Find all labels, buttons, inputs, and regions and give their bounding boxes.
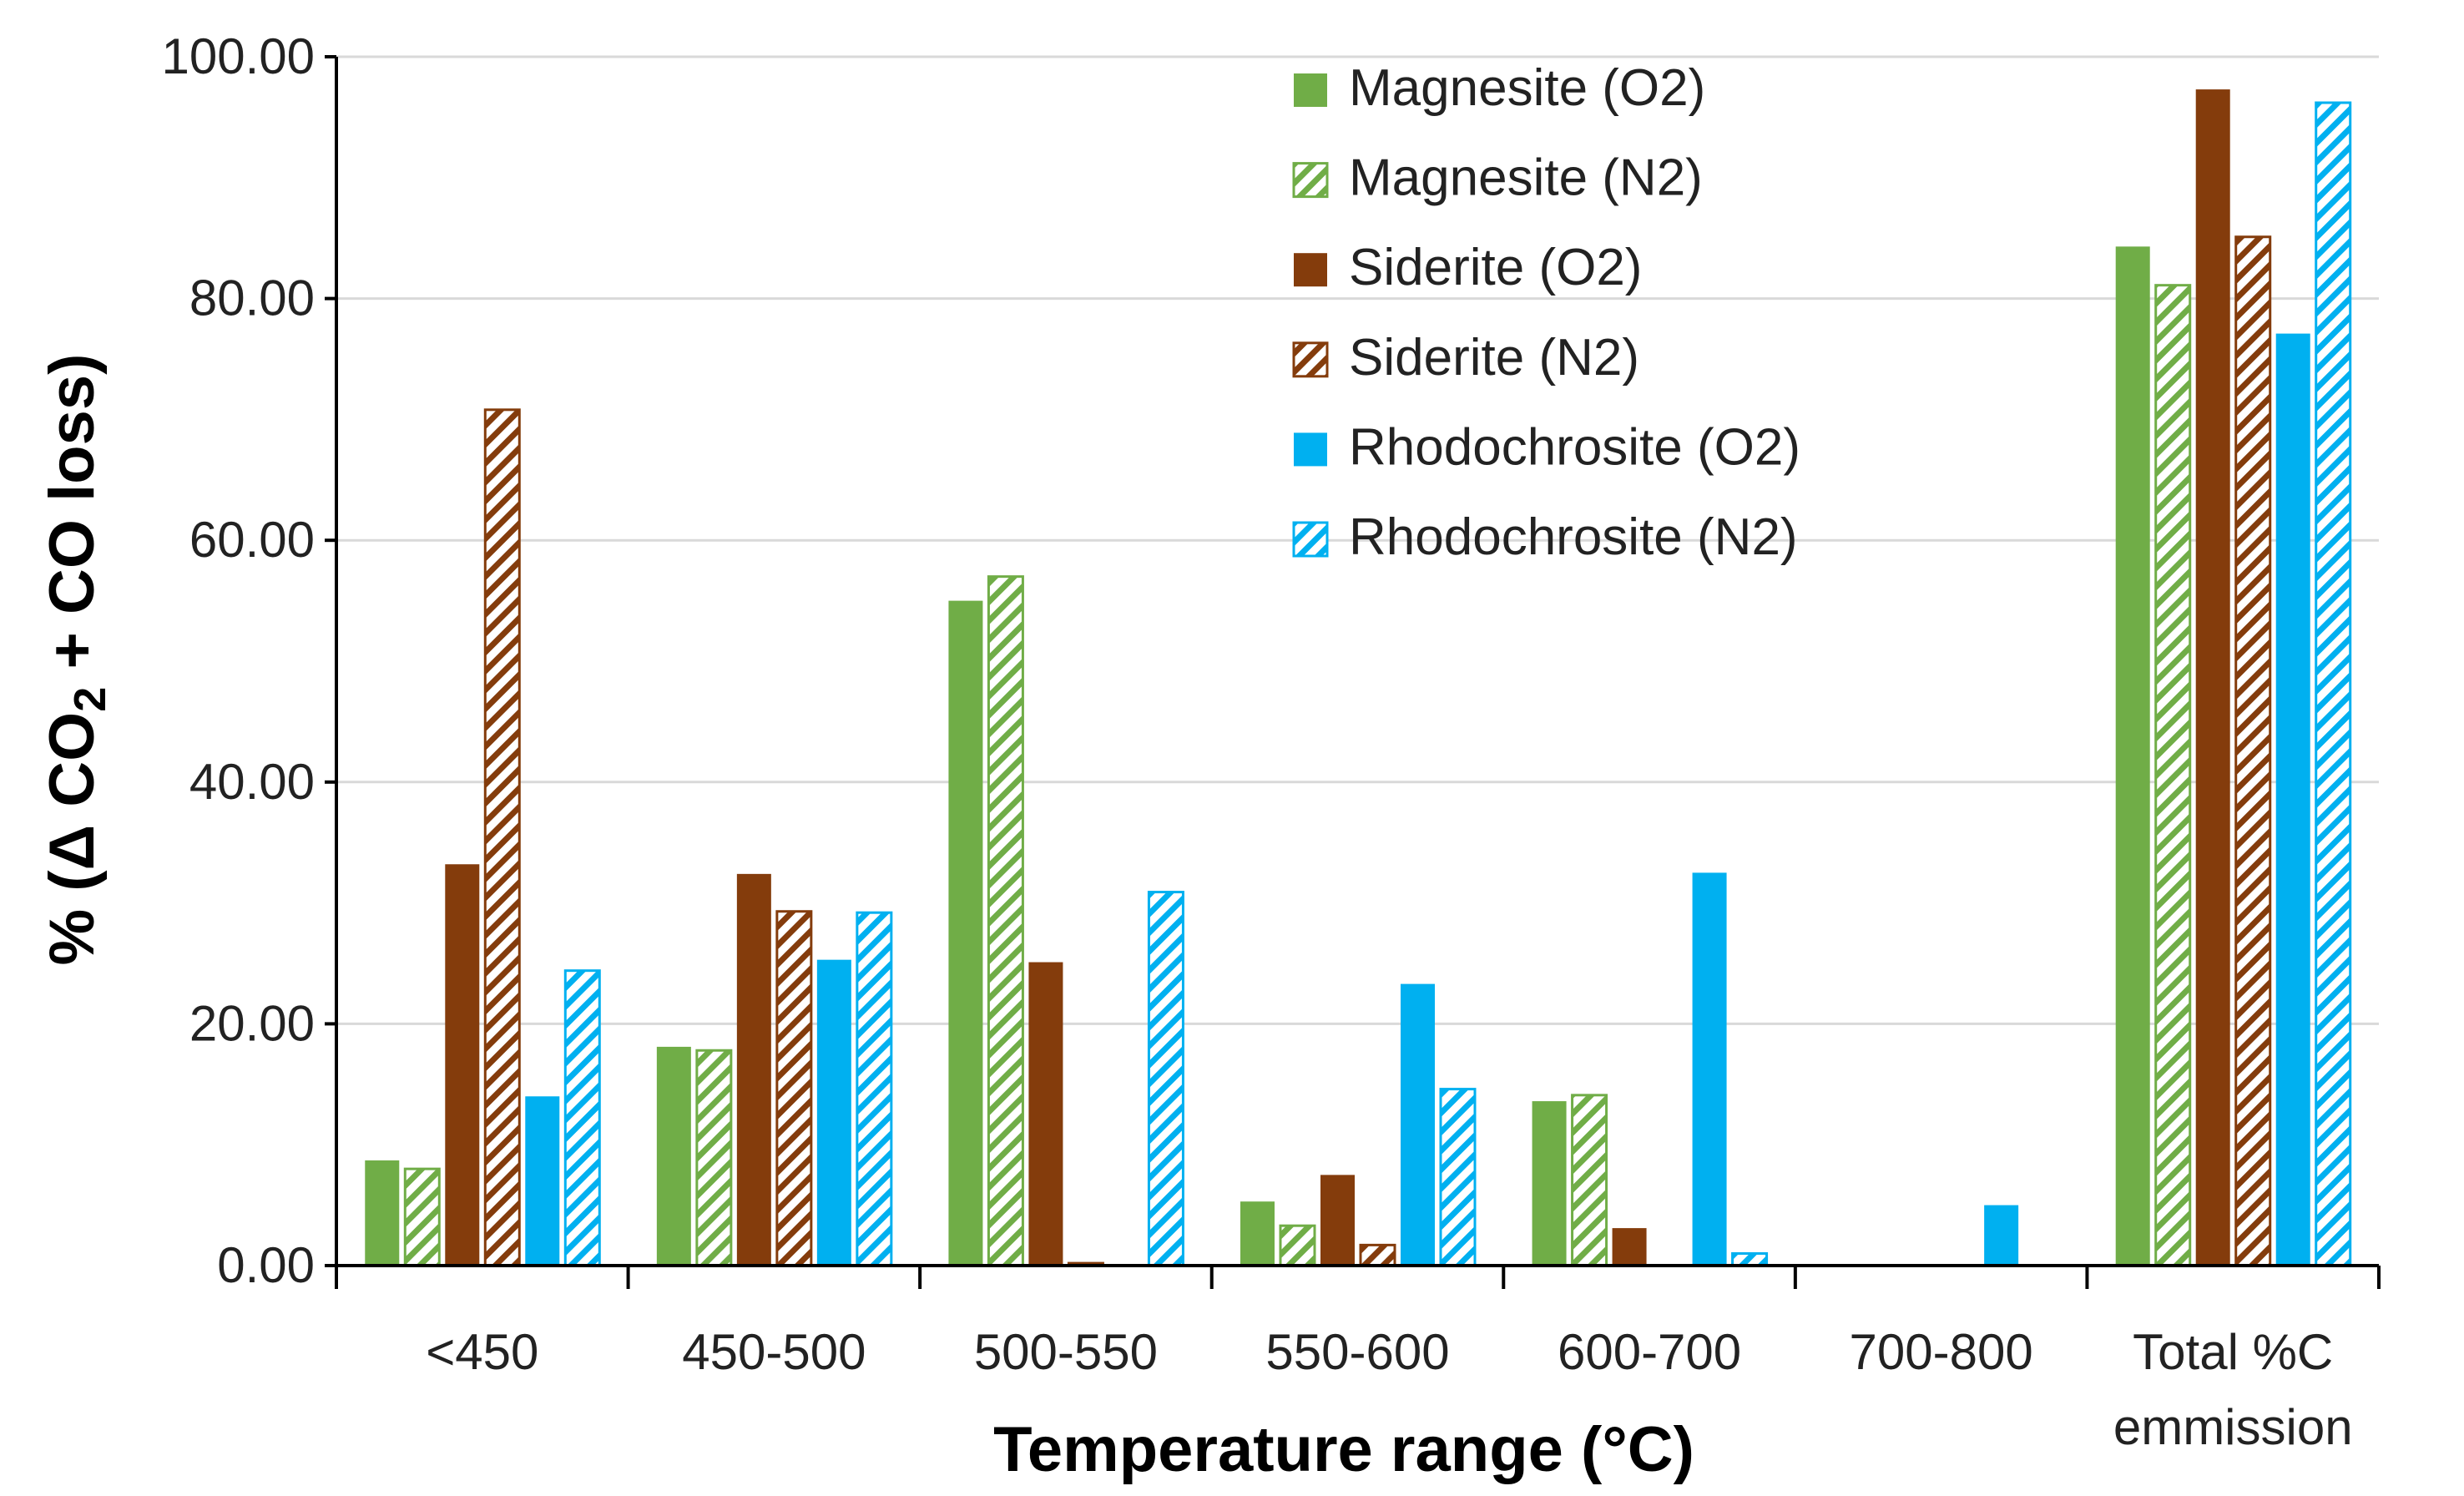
x-tick-label: Total %C emmission [2113, 1324, 2353, 1455]
x-tick-label: <450 [426, 1324, 538, 1380]
x-tick-label: 500-550 [974, 1324, 1158, 1380]
x-axis-title: Temperature range (°C) [993, 1414, 1694, 1485]
bar-siderite-o2 [1028, 962, 1063, 1266]
y-axis-title-subscript: 2 [65, 687, 115, 712]
bar-magnesite-o2 [656, 1046, 691, 1266]
bar-siderite-o2 [736, 873, 771, 1266]
bar-magnesite-n2 [403, 1167, 441, 1267]
bars [365, 89, 2352, 1267]
x-tick-label: 600-700 [1558, 1324, 1741, 1380]
y-tick-label: 0.00 [217, 1237, 315, 1293]
y-axis-title-main: % (Δ CO [37, 712, 108, 966]
legend-label-siderite-o2: Siderite (O2) [1349, 239, 1642, 296]
bar-rhodochrosite-n2 [2315, 101, 2352, 1267]
bar-magnesite-n2 [1279, 1224, 1316, 1267]
legend-swatch-magnesite-n2 [1292, 162, 1329, 199]
bar-magnesite-n2 [987, 575, 1024, 1267]
bar-siderite-o2 [445, 864, 480, 1266]
bar-rhodochrosite-n2 [1731, 1252, 1769, 1267]
bar-rhodochrosite-o2 [1692, 872, 1727, 1266]
bar-magnesite-o2 [1240, 1201, 1275, 1266]
bar-rhodochrosite-n2 [563, 969, 601, 1267]
legend: Magnesite (O2) Magnesite (N2) Siderite (O2… [1292, 59, 1800, 566]
x-tick-label: 550-600 [1265, 1324, 1449, 1380]
bar-siderite-n2 [775, 910, 813, 1267]
legend-label-magnesite-o2: Magnesite (O2) [1349, 59, 1705, 117]
gridlines [336, 55, 2379, 1025]
bar-siderite-n2 [1359, 1243, 1396, 1267]
y-tick-label: 100.00 [161, 28, 315, 84]
y-axis-title-rest: + CO loss) [37, 354, 108, 687]
bar-siderite-o2 [1320, 1175, 1355, 1266]
bar-magnesite-o2 [2115, 246, 2150, 1266]
bar-rhodochrosite-o2 [816, 959, 851, 1266]
axes [325, 55, 2381, 1289]
legend-label-rhodochrosite-o2: Rhodochrosite (O2) [1349, 418, 1800, 476]
bar-rhodochrosite-o2 [1984, 1205, 2019, 1266]
x-tick-label: 450-500 [682, 1324, 866, 1380]
tick-labels: 0.00 20.00 40.00 60.00 80.00 100.00 <450 450-50… [161, 28, 2352, 1455]
bar-rhodochrosite-n2 [856, 911, 893, 1267]
bar-rhodochrosite-n2 [1147, 891, 1184, 1267]
bar-rhodochrosite-o2 [1401, 983, 1435, 1266]
legend-swatch-siderite-n2 [1292, 341, 1329, 378]
bar-magnesite-o2 [365, 1160, 400, 1266]
y-axis-title: % (Δ CO2 + CO loss) [37, 354, 115, 966]
x-tick-label: 700-800 [1850, 1324, 2033, 1380]
y-tick-label: 20.00 [189, 995, 315, 1051]
y-tick-label: 40.00 [189, 754, 315, 810]
y-tick-label: 60.00 [189, 512, 315, 568]
bar-siderite-o2 [1612, 1228, 1647, 1266]
y-tick-label: 80.00 [189, 270, 315, 326]
legend-swatch-rhodochrosite-o2 [1294, 432, 1327, 467]
legend-label-magnesite-n2: Magnesite (N2) [1349, 149, 1703, 207]
bar-magnesite-o2 [1532, 1101, 1567, 1266]
legend-swatch-siderite-o2 [1294, 253, 1327, 287]
bar-rhodochrosite-n2 [1439, 1088, 1477, 1267]
bar-rhodochrosite-o2 [525, 1096, 560, 1266]
legend-swatch-rhodochrosite-n2 [1292, 521, 1329, 558]
bar-siderite-o2 [2195, 89, 2230, 1266]
bar-rhodochrosite-o2 [2275, 333, 2310, 1266]
bar-magnesite-n2 [1571, 1094, 1608, 1267]
legend-label-siderite-n2: Siderite (N2) [1349, 329, 1639, 387]
legend-label-rhodochrosite-n2: Rhodochrosite (N2) [1349, 508, 1798, 566]
bar-magnesite-n2 [695, 1049, 733, 1267]
bar-magnesite-o2 [948, 600, 983, 1266]
legend-swatch-magnesite-o2 [1294, 73, 1327, 107]
bar-magnesite-n2 [2154, 284, 2192, 1267]
bar-siderite-n2 [483, 408, 521, 1267]
bar-siderite-n2 [2234, 235, 2272, 1267]
